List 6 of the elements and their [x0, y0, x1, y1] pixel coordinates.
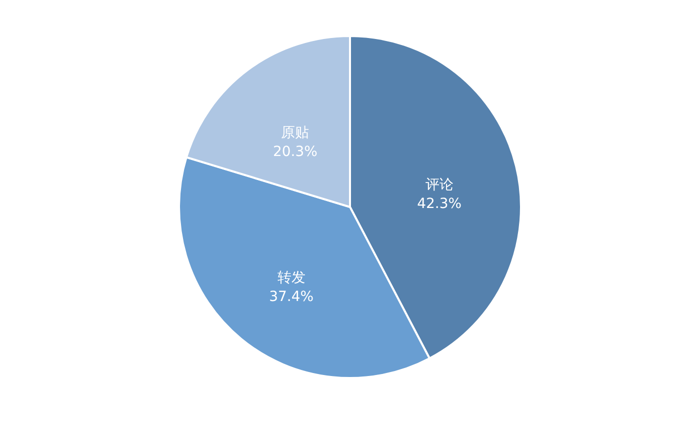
slice-label: 原贴	[281, 125, 310, 142]
data-label: 42.3%	[417, 196, 462, 212]
data-label: 20.3%	[272, 144, 318, 160]
slice-label: 转发	[277, 270, 306, 286]
data-label: 37.4%	[269, 288, 314, 305]
slice-label: 评论	[425, 176, 454, 193]
